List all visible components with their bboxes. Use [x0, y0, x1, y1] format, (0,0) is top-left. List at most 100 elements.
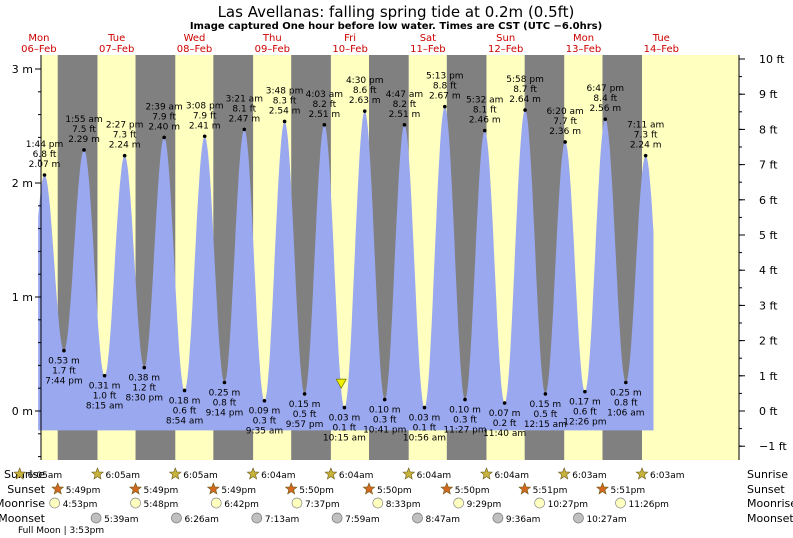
sunrise-icon	[13, 467, 27, 480]
tide-point	[382, 397, 387, 402]
sunset-time: 5:49pm	[66, 486, 101, 496]
tide-feet: 0.8 ft	[614, 399, 638, 409]
chart-title: Las Avellanas: falling spring tide at 0.…	[218, 3, 575, 21]
sunrise-icon	[402, 467, 416, 480]
tide-point	[82, 148, 86, 152]
tide-meters: 2.24 m	[630, 141, 662, 151]
tide-time: 6:47 pm	[587, 84, 625, 94]
tide-time: 11:40 am	[483, 429, 526, 439]
sunset-time: 5:49pm	[144, 486, 179, 496]
tide-feet: 1.2 ft	[132, 384, 156, 394]
moonrise-time: 7:37pm	[305, 500, 340, 510]
tide-feet: 8.1 ft	[473, 106, 497, 116]
sunrise-time: 6:03am	[572, 471, 607, 481]
tide-feet: 6.8 ft	[33, 150, 57, 160]
y-tick-label-right: 1 ft	[759, 370, 778, 383]
day-weekday: Mon	[28, 33, 49, 44]
sunset-time: 5:50pm	[455, 486, 490, 496]
tide-meters: 2.63 m	[349, 96, 381, 106]
sunrise-icon	[246, 467, 260, 480]
tide-point	[322, 123, 327, 127]
moonset-time: 9:36am	[506, 515, 541, 525]
tide-time: 4:03 am	[306, 90, 343, 100]
row-label-right: Sunset	[747, 483, 785, 496]
tide-point	[202, 134, 207, 139]
row-label-right: Moonrise	[747, 497, 793, 510]
sunrise-time: 6:05am	[28, 471, 63, 481]
sunset-time: 5:49pm	[221, 486, 256, 496]
tide-time: 12:15 am	[524, 420, 567, 430]
y-tick-label-right: 9 ft	[759, 88, 778, 101]
tide-feet: 1.0 ft	[93, 392, 117, 402]
tide-meters: 2.29 m	[68, 135, 100, 145]
moonrise-icon	[615, 497, 626, 509]
tide-curve	[38, 106, 654, 431]
tide-time: 11:27 pm	[443, 426, 486, 436]
tide-feet: 0.5 ft	[293, 410, 317, 420]
moonrise-icon	[534, 497, 545, 509]
day-weekday: Fri	[344, 33, 356, 44]
day-date: 11–Feb	[410, 44, 445, 55]
daylight-band	[642, 55, 739, 460]
tide-point	[463, 397, 467, 402]
y-tick-label-right: −1 ft	[759, 440, 787, 453]
tide-feet: 0.6 ft	[573, 408, 597, 418]
moonrise-time: 5:48pm	[144, 500, 179, 510]
tide-meters: 2.56 m	[589, 104, 621, 114]
sunrise-icon	[557, 467, 571, 480]
tide-meters: 2.41 m	[189, 121, 221, 131]
row-label-left: Sunset	[7, 483, 45, 496]
day-date: 13–Feb	[566, 44, 601, 55]
day-weekday: Thu	[262, 33, 282, 44]
y-tick-label-left: 0 m	[12, 405, 33, 418]
tide-feet: 7.5 ft	[72, 125, 96, 135]
y-tick-label-right: 4 ft	[759, 264, 778, 277]
tide-point	[122, 153, 127, 158]
tide-time: 7:44 pm	[45, 377, 83, 387]
day-weekday: Tue	[107, 33, 125, 44]
tide-area	[38, 106, 654, 431]
sunrise-time: 6:05am	[105, 471, 140, 481]
tide-meters: 2.51 m	[309, 110, 341, 120]
sunset-icon	[596, 482, 609, 495]
tide-meters: 0.17 m	[569, 398, 601, 408]
moonset-time: 7:59am	[345, 515, 380, 525]
tide-meters: 2.24 m	[109, 141, 141, 151]
moonrise-icon	[210, 497, 222, 509]
tide-point	[302, 392, 307, 396]
tide-point	[422, 405, 427, 410]
tide-annotations: 1:44 pm6.8 ft2.07 m 0.53 m1.7 ft7:44 pm 1:…	[26, 72, 665, 444]
sunset-icon	[284, 482, 298, 495]
tide-point	[282, 119, 287, 124]
tide-feet: 8.2 ft	[393, 100, 417, 110]
tide-time: 6:20 am	[546, 107, 583, 117]
tide-time: 5:32 am	[466, 96, 503, 106]
tide-meters: 0.15 m	[289, 400, 321, 410]
tide-point	[482, 128, 487, 133]
day-date: 06–Feb	[21, 44, 56, 55]
y-tick-label-right: 7 ft	[759, 159, 778, 172]
tide-time: 1:55 am	[65, 115, 102, 125]
row-label-right: Sunrise	[747, 468, 788, 481]
tide-feet: 8.2 ft	[312, 100, 336, 110]
tide-meters: 2.64 m	[509, 95, 541, 105]
day-weekday: Mon	[573, 33, 594, 44]
tide-meters: 2.40 m	[148, 122, 180, 132]
tide-time: 4:47 am	[386, 90, 423, 100]
tide-time: 9:57 pm	[286, 420, 324, 430]
sunset-time: 5:50pm	[299, 486, 334, 496]
tide-feet: 0.3 ft	[373, 416, 397, 426]
day-weekday: Tue	[652, 33, 670, 44]
y-tick-label-left: 3 m	[12, 63, 33, 76]
y-tick-label-left: 2 m	[12, 177, 33, 190]
y-tick-label-left: 1 m	[12, 291, 33, 304]
tide-feet: 0.3 ft	[253, 417, 277, 427]
sunset-time: 5:51pm	[610, 486, 645, 496]
moonset-icon	[492, 512, 504, 524]
tide-time: 1:06 am	[607, 409, 644, 419]
tide-feet: 8.6 ft	[353, 86, 377, 96]
row-label-right: Moonset	[747, 512, 793, 525]
tide-time: 8:30 pm	[125, 394, 163, 404]
sunrise-time: 6:05am	[183, 471, 218, 481]
day-date: 07–Feb	[99, 44, 134, 55]
